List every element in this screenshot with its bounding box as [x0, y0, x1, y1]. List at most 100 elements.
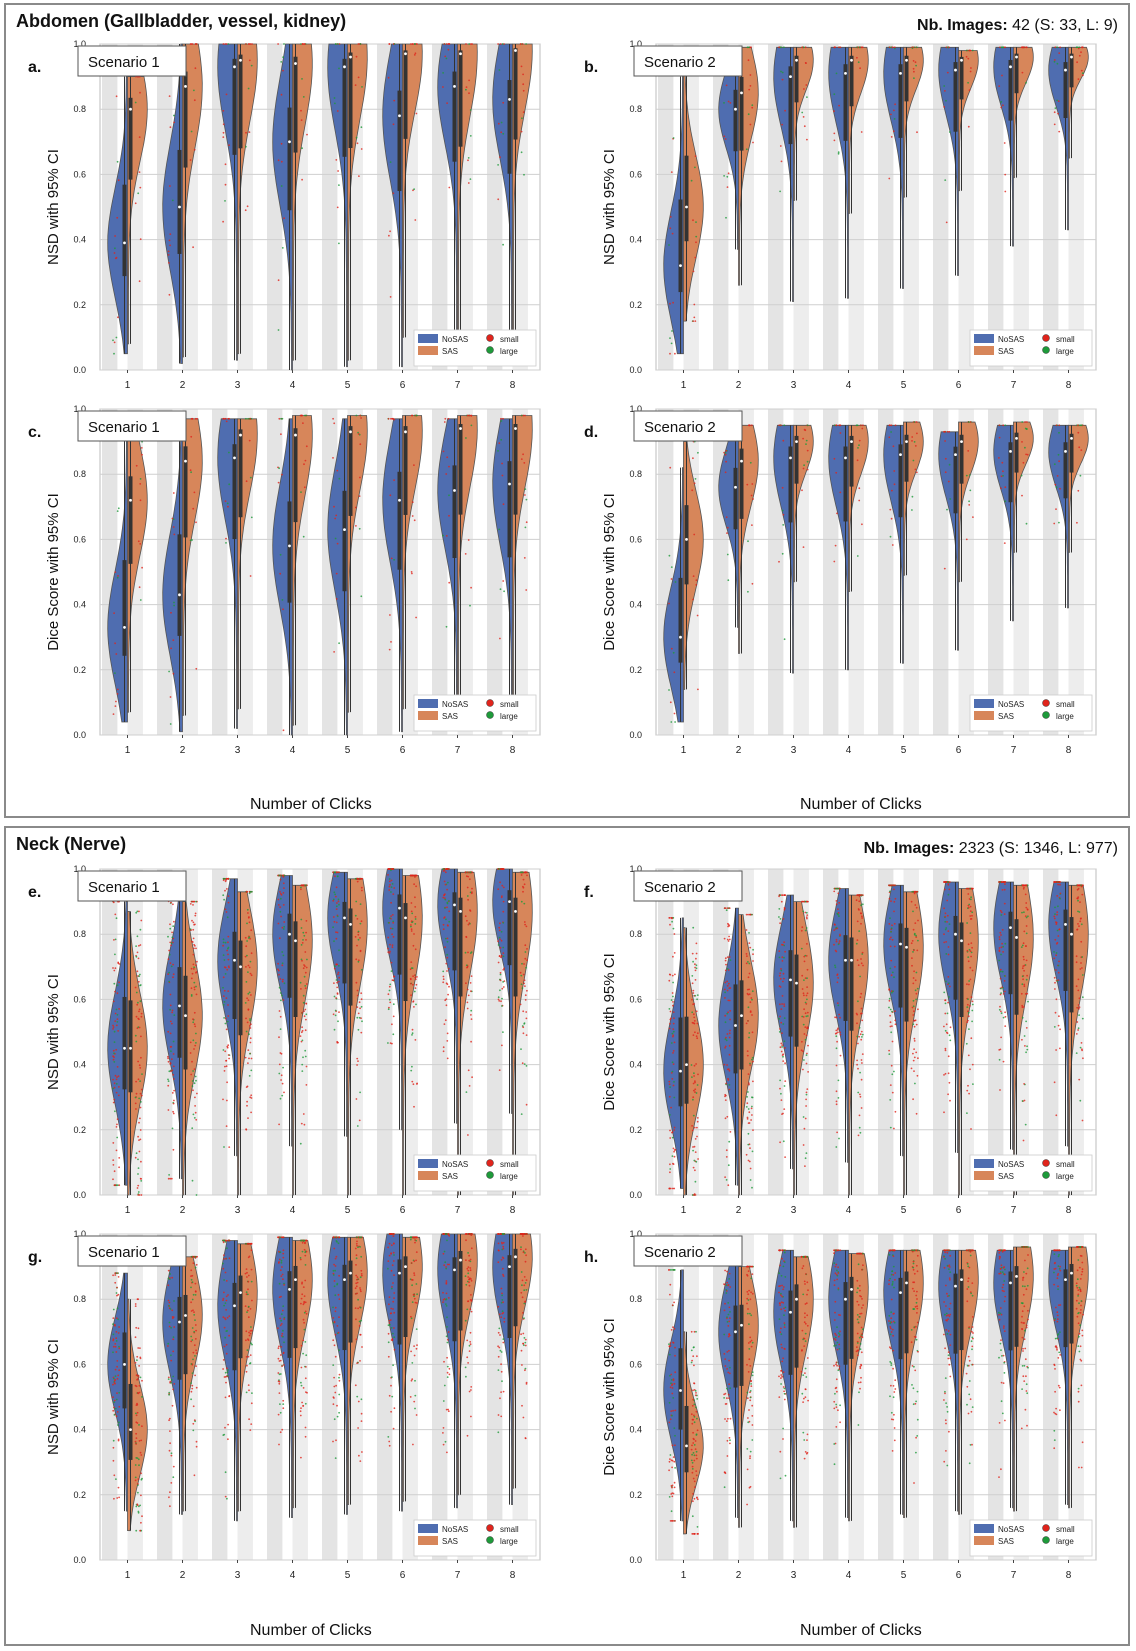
data-point	[277, 1347, 280, 1350]
data-point	[1021, 71, 1024, 74]
data-point	[945, 980, 947, 983]
data-point	[890, 424, 893, 427]
data-point	[336, 1282, 339, 1285]
data-point	[1025, 916, 1028, 919]
x-tick-label: 8	[510, 745, 516, 756]
data-point	[337, 971, 340, 974]
data-point	[804, 1038, 807, 1041]
data-point	[195, 1032, 197, 1035]
data-point	[971, 1020, 973, 1023]
data-point	[724, 453, 727, 456]
data-point	[948, 982, 950, 985]
data-point	[891, 991, 893, 994]
data-point	[281, 874, 284, 877]
data-point	[227, 1239, 230, 1242]
scenario-box	[77, 410, 187, 442]
legend-swatch	[418, 711, 438, 720]
data-point	[446, 901, 449, 904]
data-point	[249, 1332, 252, 1335]
data-point	[226, 1099, 228, 1102]
data-point	[336, 1415, 339, 1418]
data-point	[861, 1062, 863, 1064]
legend-label: large	[1056, 712, 1074, 721]
data-point	[224, 877, 226, 880]
data-point	[833, 93, 836, 96]
data-point	[729, 959, 732, 961]
data-point	[248, 1331, 250, 1334]
data-point	[280, 1323, 283, 1325]
data-point	[225, 1343, 228, 1346]
data-point	[224, 163, 227, 166]
data-point	[169, 723, 172, 725]
data-point	[692, 457, 694, 460]
data-point	[944, 920, 947, 923]
iqr-box	[1063, 442, 1068, 499]
data-point	[354, 506, 357, 509]
data-point	[888, 997, 891, 1000]
data-point	[1078, 54, 1081, 57]
y-tick-label: 0.0	[73, 1555, 86, 1565]
median-point	[404, 916, 407, 920]
data-point	[806, 917, 808, 920]
iqr-box	[238, 54, 243, 149]
data-point	[227, 990, 230, 992]
y-tick-label: 0.4	[73, 1060, 86, 1070]
data-point	[1020, 946, 1023, 948]
data-point	[170, 965, 173, 968]
data-point	[724, 991, 726, 994]
data-point	[411, 414, 413, 417]
data-point	[727, 579, 730, 582]
data-point	[192, 1293, 195, 1296]
legend-label: NoSAS	[998, 1160, 1024, 1169]
data-point	[191, 1327, 194, 1329]
data-point	[442, 86, 444, 88]
data-point	[861, 46, 864, 49]
data-point	[167, 1177, 170, 1180]
median-point	[789, 978, 792, 982]
data-point	[782, 972, 785, 975]
data-point	[1057, 979, 1060, 981]
data-point	[446, 102, 448, 104]
data-point	[1053, 111, 1056, 114]
median-point	[795, 58, 798, 62]
panel-label: e.	[28, 884, 41, 901]
data-point	[913, 892, 916, 895]
data-point	[413, 1105, 415, 1108]
data-point	[747, 961, 749, 963]
scenario-box	[633, 870, 743, 902]
data-point	[802, 1068, 804, 1071]
data-point	[393, 558, 395, 561]
median-point	[954, 932, 957, 936]
x-tick-label: 7	[455, 380, 461, 391]
data-point	[222, 944, 225, 947]
data-point	[335, 514, 338, 517]
data-point	[746, 46, 749, 49]
data-point	[302, 43, 304, 45]
data-point	[224, 1065, 226, 1068]
data-point	[1003, 888, 1006, 891]
data-point	[693, 1020, 696, 1022]
data-point	[168, 1391, 171, 1394]
data-point	[778, 950, 781, 952]
scenario-label: Scenario 2	[644, 54, 716, 71]
data-point	[412, 43, 414, 45]
data-point	[140, 1015, 143, 1018]
data-point	[391, 979, 394, 981]
data-point	[392, 921, 395, 924]
data-point	[805, 927, 808, 929]
data-point	[172, 925, 175, 928]
data-point	[1058, 1015, 1060, 1018]
data-point	[972, 1083, 974, 1085]
data-point	[278, 1010, 281, 1012]
data-point	[748, 1122, 751, 1124]
data-point	[999, 968, 1002, 971]
data-point	[448, 910, 451, 913]
data-point	[691, 1129, 694, 1132]
data-point	[361, 86, 363, 88]
data-point	[446, 953, 449, 956]
data-point	[193, 89, 195, 92]
data-point	[916, 987, 919, 990]
data-point	[1025, 932, 1028, 935]
data-point	[838, 104, 840, 107]
